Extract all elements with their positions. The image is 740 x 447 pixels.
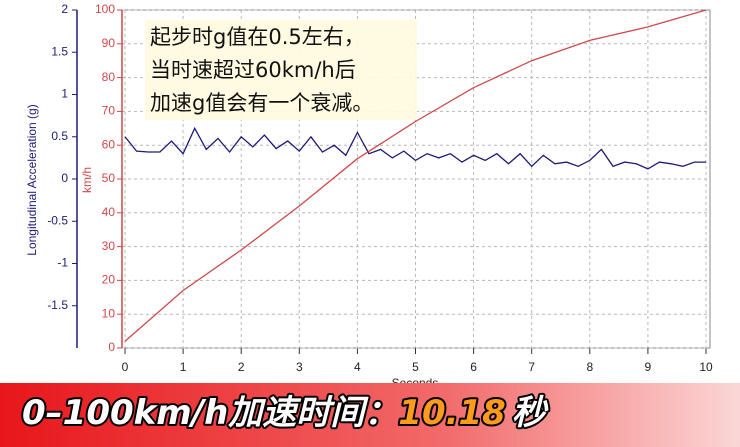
y-tick-label: -0.5 (47, 213, 68, 227)
x-tick-label: 6 (470, 360, 477, 374)
annotation: 起步时g值在0.5左右， (150, 25, 365, 49)
annotation: 加速g值会有一个衰减。 (150, 91, 373, 115)
y2-axis-label: km/h (80, 167, 94, 193)
y2-tick-label: 70 (102, 104, 116, 118)
x-tick-label: 10 (699, 360, 713, 374)
y-axis-label: Longitudinal Acceleration (g) (25, 104, 39, 255)
y2-tick-label: 40 (102, 205, 116, 219)
y2-tick-label: 0 (108, 340, 115, 354)
y2-tick-label: 100 (95, 2, 115, 16)
y-tick-label: 0.5 (51, 129, 68, 143)
x-tick-label: 5 (412, 360, 419, 374)
x-tick-label: 8 (586, 360, 593, 374)
x-tick-label: 9 (645, 360, 652, 374)
y2-tick-label: 10 (102, 306, 116, 320)
x-tick-label: 4 (354, 360, 361, 374)
annotation-box (145, 20, 417, 120)
y-tick-label: 1 (61, 87, 68, 101)
x-tick-label: 3 (296, 360, 303, 374)
y-tick-label: -1 (57, 256, 68, 270)
banner-text: 0–100km/h加速时间：10.18 秒 (22, 393, 549, 433)
y2-tick-label: 60 (102, 137, 116, 151)
y2-tick-label: 50 (102, 171, 116, 185)
y-tick-label: 1.5 (51, 44, 68, 58)
y-tick-label: 2 (61, 2, 68, 16)
y2-tick-label: 20 (102, 273, 116, 287)
x-tick-label: 2 (238, 360, 245, 374)
banner-value: 10.18 (398, 393, 506, 433)
x-tick-label: 7 (528, 360, 535, 374)
y2-tick-label: 90 (102, 36, 116, 50)
y-tick-label: -1.5 (47, 298, 68, 312)
y2-tick-label: 80 (102, 70, 116, 84)
banner-unit: 秒 (512, 393, 549, 433)
data-line (124, 9, 707, 342)
y-tick-label: 0 (61, 171, 68, 185)
banner-label: 0–100km/h加速时间： (22, 393, 398, 433)
data-line (124, 126, 706, 170)
y2-tick-label: 30 (102, 239, 116, 253)
banner (0, 383, 740, 447)
x-tick-label: 0 (122, 360, 129, 374)
x-tick-label: 1 (180, 360, 187, 374)
annotation: 当时速超过60km/h后 (150, 58, 356, 82)
